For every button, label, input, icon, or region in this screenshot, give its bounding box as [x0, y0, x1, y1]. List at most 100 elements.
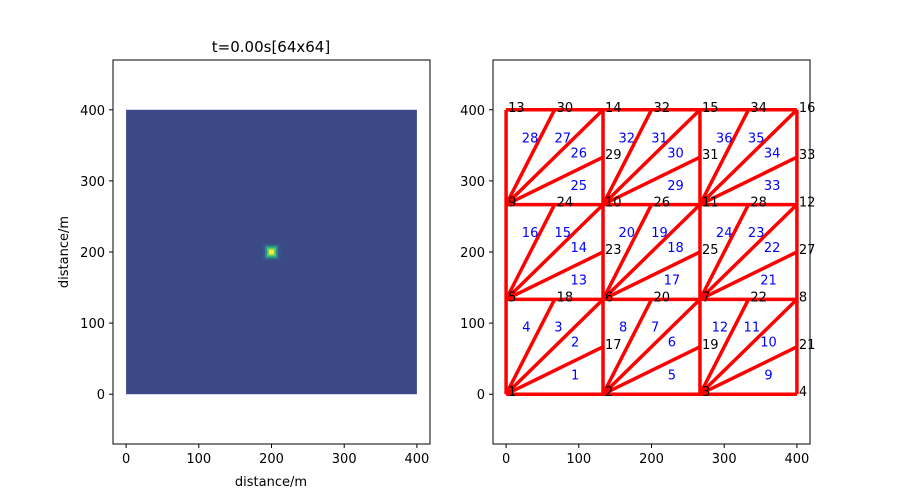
mesh-element-label: 34 — [764, 146, 781, 161]
mesh-y-tick-label: 100 — [460, 317, 485, 332]
mesh-y-tick-label: 300 — [460, 175, 485, 190]
mesh-element-edge — [504, 298, 557, 396]
mesh-y-tick-label: 400 — [460, 104, 485, 119]
mesh-element-label: 20 — [619, 226, 636, 241]
mesh-y-tick-label: 0 — [477, 388, 485, 403]
heatmap-plot-area — [126, 109, 417, 395]
mesh-node-label: 27 — [799, 243, 816, 258]
mesh-node-label: 25 — [702, 243, 719, 258]
mesh-element-label: 4 — [522, 321, 530, 336]
mesh-node-label: 10 — [605, 196, 622, 211]
mesh-node-label: 28 — [750, 196, 767, 211]
mesh-node-label: 31 — [702, 148, 719, 163]
mesh-element-edge — [504, 108, 605, 206]
mesh-element-label: 10 — [760, 336, 777, 351]
mesh-x-tick-label: 100 — [566, 452, 591, 467]
mesh-element-edge — [698, 108, 751, 206]
mesh-element-label: 6 — [668, 336, 676, 351]
mesh-element-edge — [504, 203, 557, 301]
mesh-element-edge — [699, 155, 798, 207]
mesh-element-label: 1 — [571, 368, 579, 383]
mesh-element-label: 25 — [571, 179, 588, 194]
mesh-element-label: 17 — [664, 274, 681, 289]
heatmap-x-tick-label: 400 — [404, 452, 429, 467]
mesh-element-label: 27 — [555, 132, 572, 147]
mesh-node-label: 12 — [799, 196, 816, 211]
mesh-element-label: 24 — [716, 226, 733, 241]
mesh-node-label: 7 — [702, 290, 710, 305]
mesh-node-label: 24 — [557, 196, 574, 211]
heatmap-y-tick-label: 100 — [80, 317, 105, 332]
heatmap-y-axis-label: distance/m — [57, 216, 72, 288]
mesh-element-edge — [602, 250, 701, 301]
mesh-node-label: 4 — [799, 385, 807, 400]
heatmap-x-tick-label: 200 — [259, 452, 284, 467]
mesh-element-edge — [601, 108, 654, 206]
mesh-element-label: 2 — [571, 336, 579, 351]
mesh-x-ticks: 0 100 200 300 400 — [502, 444, 809, 467]
mesh-element-label: 22 — [764, 241, 781, 256]
mesh-y-ticks: 0 100 200 300 400 — [460, 104, 493, 403]
mesh-element-label: 32 — [619, 132, 636, 147]
mesh-element-edge — [504, 203, 605, 301]
mesh-element-label: 12 — [712, 321, 729, 336]
mesh-element-label: 28 — [522, 132, 539, 147]
mesh-element-edge — [601, 298, 654, 396]
mesh-element-label: 16 — [522, 226, 539, 241]
mesh-element-edge — [698, 108, 799, 206]
mesh-element-label: 33 — [764, 179, 781, 194]
mesh-element-edge — [504, 108, 557, 206]
mesh-x-tick-label: 200 — [639, 452, 664, 467]
mesh-element-label: 15 — [555, 226, 572, 241]
mesh-node-label: 17 — [605, 338, 622, 353]
mesh-node-label: 32 — [654, 101, 671, 116]
heatmap-y-tick-label: 0 — [97, 388, 105, 403]
mesh-element-edge — [602, 155, 701, 207]
mesh-x-tick-label: 400 — [784, 452, 809, 467]
mesh-element-label: 11 — [744, 321, 761, 336]
mesh-node-label: 3 — [702, 385, 710, 400]
mesh-node-label: 14 — [605, 101, 622, 116]
mesh-node-label: 8 — [799, 290, 807, 305]
mesh-node-label: 19 — [702, 338, 719, 353]
mesh-element-label: 21 — [760, 274, 777, 289]
mesh-node-label: 33 — [799, 148, 816, 163]
mesh-element-edge — [698, 203, 799, 301]
mesh-node-label: 26 — [654, 196, 671, 211]
mesh-element-edge — [602, 345, 701, 396]
mesh-node-label: 5 — [508, 290, 516, 305]
mesh-node-label: 29 — [605, 148, 622, 163]
mesh-node-label: 30 — [557, 101, 574, 116]
mesh-element-label: 3 — [554, 321, 562, 336]
mesh-element-label: 23 — [748, 226, 765, 241]
mesh-element-label: 7 — [651, 321, 659, 336]
mesh-element-edge — [601, 203, 654, 301]
heatmap-source-pulse — [269, 249, 274, 255]
mesh-element-label: 29 — [667, 179, 684, 194]
mesh-element-label: 31 — [651, 132, 668, 147]
mesh-node-label: 18 — [557, 290, 574, 305]
mesh-element-label: 5 — [668, 368, 676, 383]
mesh-node-label: 21 — [799, 338, 816, 353]
mesh-element-edge — [505, 155, 604, 207]
mesh-element-edge — [698, 203, 751, 301]
mesh-x-tick-label: 0 — [502, 452, 510, 467]
heatmap-x-tick-label: 300 — [332, 452, 357, 467]
heatmap-y-ticks: 0 100 200 300 400 — [80, 104, 113, 403]
mesh-x-tick-label: 300 — [712, 452, 737, 467]
mesh-node-label: 16 — [799, 101, 816, 116]
mesh-element-label: 36 — [716, 132, 733, 147]
mesh-element-label: 26 — [571, 146, 588, 161]
mesh-element-edge — [698, 298, 799, 396]
mesh-element-label: 35 — [748, 132, 765, 147]
mesh-element-label: 9 — [764, 368, 772, 383]
mesh-element-label: 13 — [571, 274, 588, 289]
heatmap-x-ticks: 0 100 200 300 400 — [122, 444, 429, 467]
mesh-element-label: 19 — [651, 226, 668, 241]
mesh-element-edge — [505, 250, 604, 301]
heatmap-y-tick-label: 400 — [80, 104, 105, 119]
mesh-element-label: 14 — [571, 241, 588, 256]
